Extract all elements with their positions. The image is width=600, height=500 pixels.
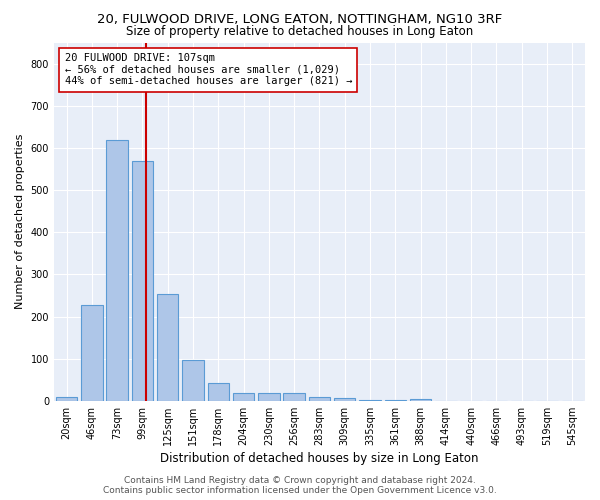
Text: Size of property relative to detached houses in Long Eaton: Size of property relative to detached ho… (127, 25, 473, 38)
Bar (233, 393, 254, 401)
Bar (359, 400, 381, 401)
Text: 20 FULWOOD DRIVE: 107sqm
← 56% of detached houses are smaller (1,029)
44% of sem: 20 FULWOOD DRIVE: 107sqm ← 56% of detach… (65, 53, 352, 86)
X-axis label: Distribution of detached houses by size in Long Eaton: Distribution of detached houses by size … (160, 452, 479, 465)
Y-axis label: Number of detached properties: Number of detached properties (15, 134, 25, 310)
Bar (208, 382, 229, 401)
Text: Contains HM Land Registry data © Crown copyright and database right 2024.
Contai: Contains HM Land Registry data © Crown c… (103, 476, 497, 495)
Bar (410, 398, 431, 401)
Bar (334, 398, 355, 401)
Bar (258, 393, 280, 401)
Bar (106, 140, 128, 401)
Bar (56, 396, 77, 401)
Bar (81, 304, 103, 401)
Bar (309, 396, 330, 401)
Bar (131, 160, 153, 401)
Bar (283, 393, 305, 401)
Bar (182, 360, 204, 401)
Text: 20, FULWOOD DRIVE, LONG EATON, NOTTINGHAM, NG10 3RF: 20, FULWOOD DRIVE, LONG EATON, NOTTINGHA… (97, 12, 503, 26)
Bar (157, 294, 178, 401)
